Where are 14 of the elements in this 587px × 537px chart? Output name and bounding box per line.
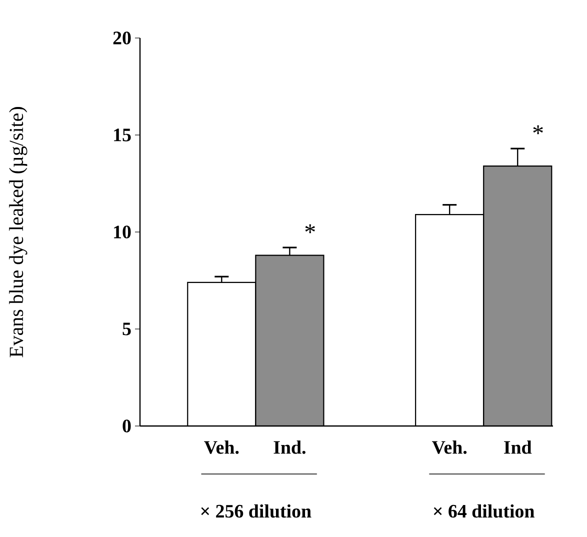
y-tick-label: 15 [114,128,131,142]
x-tick-label: Veh. [204,440,239,454]
y-tick-label: 0 [122,420,131,432]
annotation: * [533,125,543,134]
y-tick-label: 10 [114,226,131,238]
text: × 256 dilution [201,504,312,518]
y-axis-title: Evans blue dye leaked (µg/site) [9,107,28,358]
x-tick-label: Veh. [432,440,467,454]
y-tick-label: 5 [122,322,131,336]
y-tick-label: 20 [113,32,131,44]
text: × 64 dilution [434,504,534,518]
annotation: * [305,224,315,234]
x-tick-label: Ind. [274,440,306,454]
x-tick-label: Ind [504,440,532,454]
